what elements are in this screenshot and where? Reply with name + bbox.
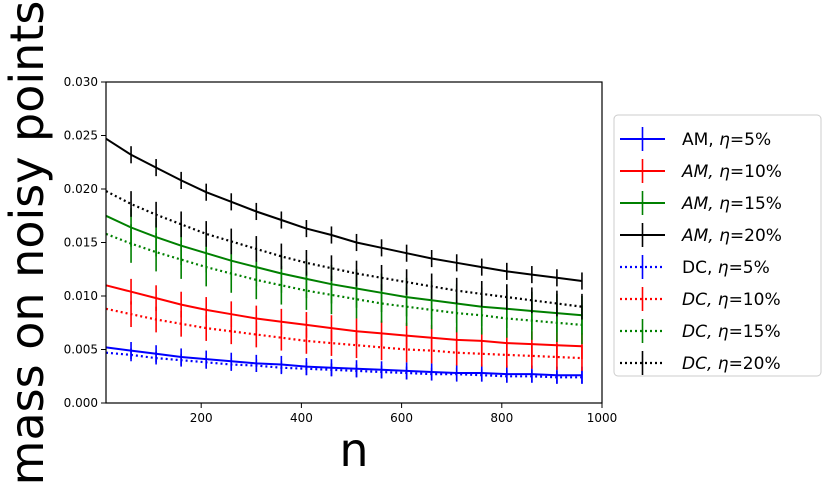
y-tick-label: 0.005 xyxy=(64,343,98,357)
series-line xyxy=(105,190,583,308)
legend-entry: DC, η=20% xyxy=(620,351,781,375)
series-line xyxy=(105,232,583,326)
series-4 xyxy=(105,348,583,384)
series-1 xyxy=(105,278,583,360)
legend-label: AM, η=15% xyxy=(681,194,782,214)
legend-entry: AM, η=5% xyxy=(620,127,771,151)
plot-layer xyxy=(105,137,583,384)
y-tick-label: 0.015 xyxy=(64,236,98,250)
legend-entry: DC, η=5% xyxy=(620,255,770,279)
y-tick-label: 0.010 xyxy=(64,289,98,303)
series-line xyxy=(105,137,583,282)
series-3 xyxy=(105,137,583,290)
series-7 xyxy=(105,190,583,320)
x-tick-label: 200 xyxy=(190,411,213,425)
x-tick-label: 400 xyxy=(290,411,313,425)
series-line xyxy=(105,214,583,317)
legend-label: DC, η=10% xyxy=(682,290,781,310)
legend-label: DC, η=20% xyxy=(682,354,781,374)
legend-entry: DC, η=15% xyxy=(620,319,781,343)
legend-label: AM, η=20% xyxy=(681,226,782,246)
legend-label: DC, η=15% xyxy=(682,322,781,342)
y-tick-label: 0.000 xyxy=(64,396,98,410)
y-tick-label: 0.020 xyxy=(64,182,98,196)
x-axis: 200 400 600 800 1000 xyxy=(190,403,618,425)
series-5 xyxy=(105,301,583,371)
legend-box xyxy=(613,114,822,377)
y-axis-title: mass on noisy points xyxy=(0,1,54,486)
x-axis-title: n xyxy=(339,423,368,477)
series-line xyxy=(105,284,583,348)
series-0 xyxy=(105,342,583,384)
y-tick-label: 0.025 xyxy=(64,129,98,143)
legend-entry: AM, η=10% xyxy=(620,159,782,183)
x-tick-label: 1000 xyxy=(587,411,618,425)
x-tick-label: 600 xyxy=(390,411,413,425)
legend-entry: DC, η=10% xyxy=(620,287,781,311)
y-tick-label: 0.030 xyxy=(64,75,98,89)
x-tick-label: 800 xyxy=(490,411,513,425)
legend-label: AM, η=5% xyxy=(682,130,771,150)
legend-label: DC, η=5% xyxy=(682,258,770,278)
series-line xyxy=(105,346,582,377)
y-axis: 0.000 0.005 0.010 0.015 0.020 0.025 0.030 xyxy=(64,75,106,410)
legend: AM, η=5% AM, η=10% AM, η=15% AM, η=20% DC, η… xyxy=(613,114,822,377)
series-6 xyxy=(105,224,583,345)
legend-entry: AM, η=20% xyxy=(620,223,782,247)
legend-entry: AM, η=15% xyxy=(620,191,782,215)
series-line xyxy=(105,307,583,360)
legend-label: AM, η=10% xyxy=(681,162,782,182)
